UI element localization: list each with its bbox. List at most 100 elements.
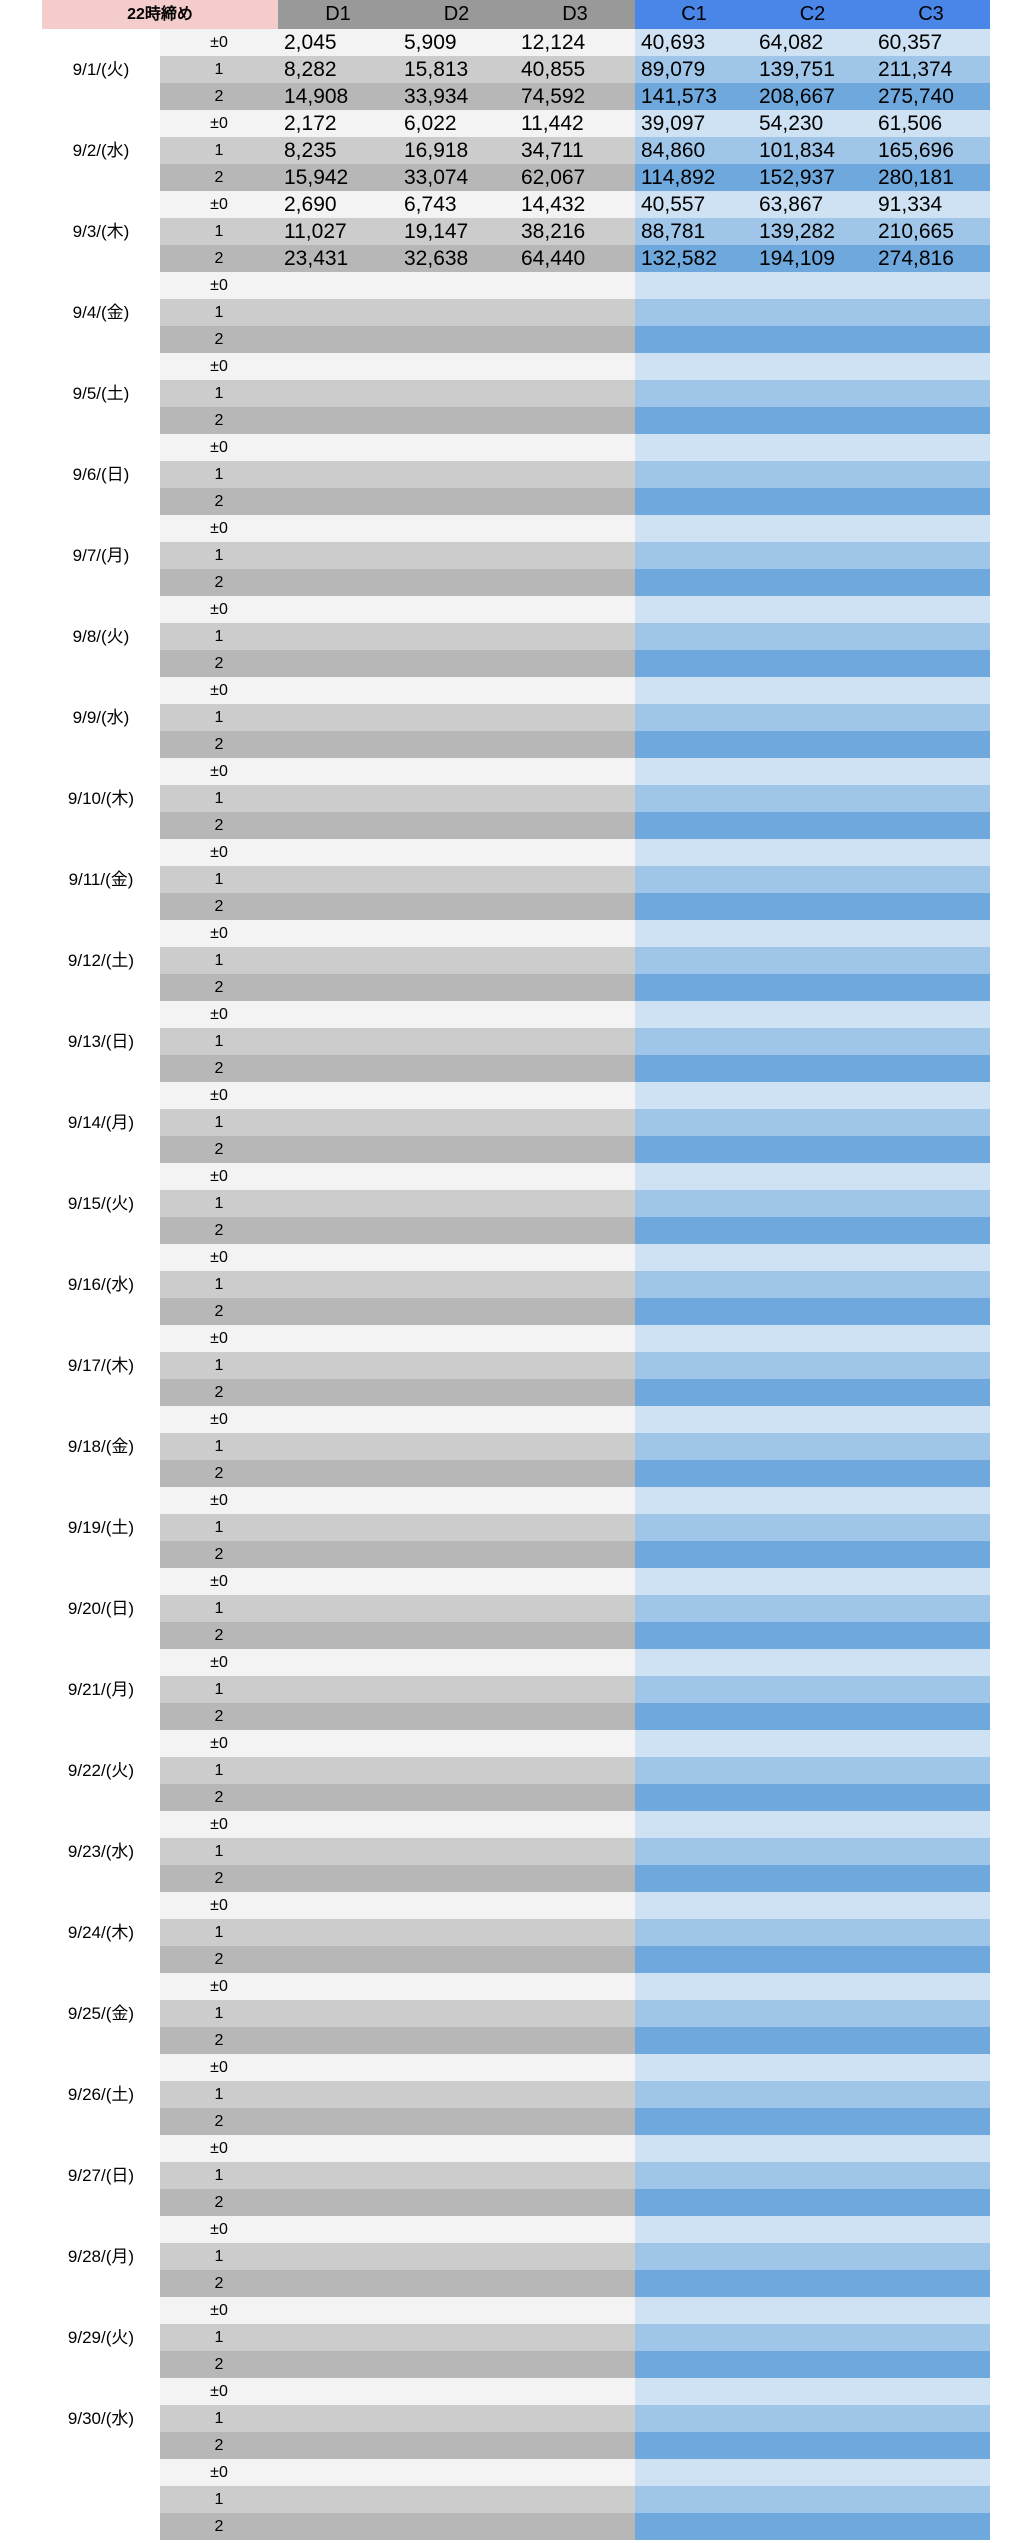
blue-band <box>635 299 990 326</box>
grey-band <box>278 974 635 1001</box>
row-label: ±0 <box>160 515 278 542</box>
cell-value: 64,440 <box>521 247 586 270</box>
blue-band <box>635 1001 990 1028</box>
grey-band <box>278 2162 635 2189</box>
row-label: 2 <box>160 1217 278 1244</box>
grey-band <box>278 1487 635 1514</box>
blue-band <box>635 1406 990 1433</box>
grey-band <box>278 218 635 245</box>
cell-value: 33,934 <box>404 85 469 108</box>
cell-value: 139,751 <box>759 58 835 81</box>
grey-band <box>278 2270 635 2297</box>
blue-band <box>635 569 990 596</box>
row-label: 2 <box>160 1055 278 1082</box>
blue-band <box>635 2378 990 2405</box>
grey-band <box>278 272 635 299</box>
grey-band <box>278 1811 635 1838</box>
row-label: 2 <box>160 164 278 191</box>
blue-band <box>635 326 990 353</box>
row-label: 2 <box>160 488 278 515</box>
date-label: 9/17/(木) <box>67 1356 135 1375</box>
grey-band <box>278 1271 635 1298</box>
column-header: D1 <box>278 0 398 29</box>
blue-band <box>635 1325 990 1352</box>
row-label: ±0 <box>160 1001 278 1028</box>
row-label: ±0 <box>160 434 278 461</box>
grey-band <box>278 2405 635 2432</box>
row-label: 2 <box>160 1460 278 1487</box>
date-label: 9/18/(金) <box>67 1437 135 1456</box>
grey-band <box>278 2297 635 2324</box>
blue-band <box>635 461 990 488</box>
blue-band <box>635 1730 990 1757</box>
grey-band <box>278 1082 635 1109</box>
row-label: 1 <box>160 2324 278 2351</box>
blue-band <box>635 2081 990 2108</box>
blue-band <box>635 488 990 515</box>
blue-band <box>635 920 990 947</box>
row-label: ±0 <box>160 2135 278 2162</box>
blue-band <box>635 2189 990 2216</box>
row-label: 1 <box>160 1595 278 1622</box>
grey-band <box>278 1973 635 2000</box>
grey-band <box>278 137 635 164</box>
row-label: 1 <box>160 704 278 731</box>
blue-band <box>635 1973 990 2000</box>
row-label: ±0 <box>160 839 278 866</box>
grey-band <box>278 1919 635 1946</box>
blue-band <box>635 731 990 758</box>
blue-band <box>635 1433 990 1460</box>
row-label: 2 <box>160 1865 278 1892</box>
blue-band <box>635 596 990 623</box>
row-label: 2 <box>160 731 278 758</box>
row-label: 2 <box>160 2027 278 2054</box>
row-label: ±0 <box>160 1649 278 1676</box>
date-label: 9/27/(日) <box>67 2166 135 2185</box>
blue-band <box>635 2135 990 2162</box>
row-label: 1 <box>160 1352 278 1379</box>
grey-band <box>278 191 635 218</box>
blue-band <box>635 1676 990 1703</box>
grey-band <box>278 1757 635 1784</box>
grey-band <box>278 866 635 893</box>
row-label: 2 <box>160 326 278 353</box>
row-label: 2 <box>160 1946 278 1973</box>
blue-band <box>635 1514 990 1541</box>
cell-value: 2,690 <box>284 193 337 216</box>
blue-band <box>635 56 990 83</box>
blue-band <box>635 245 990 272</box>
grey-band <box>278 2027 635 2054</box>
header-title: 22時締め <box>42 0 278 29</box>
row-label: ±0 <box>160 1163 278 1190</box>
grey-band <box>278 1298 635 1325</box>
grey-band <box>278 1541 635 1568</box>
cell-value: 23,431 <box>284 247 349 270</box>
blue-band <box>635 2486 990 2513</box>
row-label: 2 <box>160 1622 278 1649</box>
grey-band <box>278 758 635 785</box>
grey-band <box>278 542 635 569</box>
row-label: 1 <box>160 380 278 407</box>
grey-band <box>278 812 635 839</box>
cell-value: 74,592 <box>521 85 586 108</box>
cell-value: 88,781 <box>641 220 706 243</box>
cell-value: 132,582 <box>641 247 717 270</box>
cell-value: 61,506 <box>878 112 943 135</box>
grey-band <box>278 2351 635 2378</box>
blue-band <box>635 677 990 704</box>
grey-band <box>278 110 635 137</box>
cell-value: 12,124 <box>521 31 586 54</box>
blue-band <box>635 1784 990 1811</box>
column-header: C1 <box>635 0 753 29</box>
blue-band <box>635 1541 990 1568</box>
blue-band <box>635 542 990 569</box>
date-label: 9/6/(日) <box>72 465 130 484</box>
grey-band <box>278 1055 635 1082</box>
column-header: D3 <box>515 0 635 29</box>
cell-value: 2,045 <box>284 31 337 54</box>
cell-value: 139,282 <box>759 220 835 243</box>
grey-band <box>278 623 635 650</box>
grey-band <box>278 1001 635 1028</box>
blue-band <box>635 2270 990 2297</box>
